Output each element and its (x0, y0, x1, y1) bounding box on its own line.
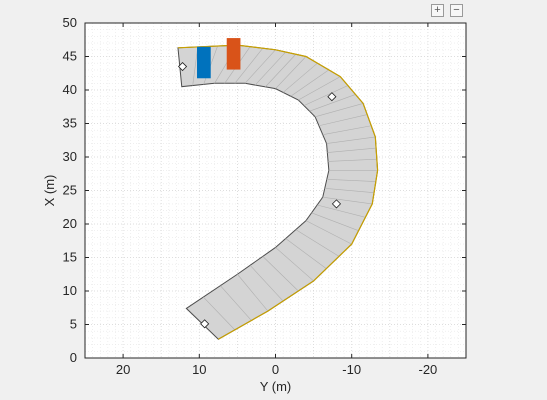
waypoint-marker (177, 61, 188, 72)
x-tick-label: -20 (419, 362, 438, 377)
y-tick-label: 25 (63, 183, 77, 198)
y-axis-label: X (m) (42, 175, 57, 207)
other-vehicle (226, 38, 241, 70)
waypoint-marker (327, 92, 337, 102)
y-tick-label: 15 (63, 250, 77, 265)
y-tick-label: 50 (63, 15, 77, 30)
y-tick-label: 0 (70, 350, 77, 365)
waypoint-layer (177, 61, 342, 329)
x-tick-label: 10 (192, 362, 206, 377)
zoom-in-button[interactable]: + (431, 4, 444, 17)
y-tick-label: 40 (63, 82, 77, 97)
x-tick-label: 20 (116, 362, 130, 377)
y-tick-label: 5 (70, 317, 77, 332)
vehicle-layer (197, 38, 241, 79)
y-tick-label: 45 (63, 49, 77, 64)
y-tick-label: 35 (63, 116, 77, 131)
y-tick-label: 10 (63, 283, 77, 298)
minor-grid (84, 22, 467, 359)
waypoint-marker (331, 199, 342, 209)
x-axis-label: Y (m) (260, 379, 292, 394)
ego-vehicle (197, 46, 211, 79)
x-axis-ticks: 20 10 0 -10 -20 (116, 23, 437, 377)
zoom-in-icon: + (434, 3, 441, 16)
zoom-out-button[interactable]: − (450, 4, 463, 17)
y-tick-label: 20 (63, 216, 77, 231)
x-tick-label: 0 (272, 362, 279, 377)
y-axis-ticks: 0 5 10 15 20 25 30 35 40 45 50 (63, 15, 466, 365)
road-edge-marking (177, 44, 379, 340)
y-tick-label: 30 (63, 149, 77, 164)
waypoint-marker (200, 319, 210, 329)
zoom-out-icon: − (453, 3, 460, 16)
x-tick-label: -10 (342, 362, 361, 377)
